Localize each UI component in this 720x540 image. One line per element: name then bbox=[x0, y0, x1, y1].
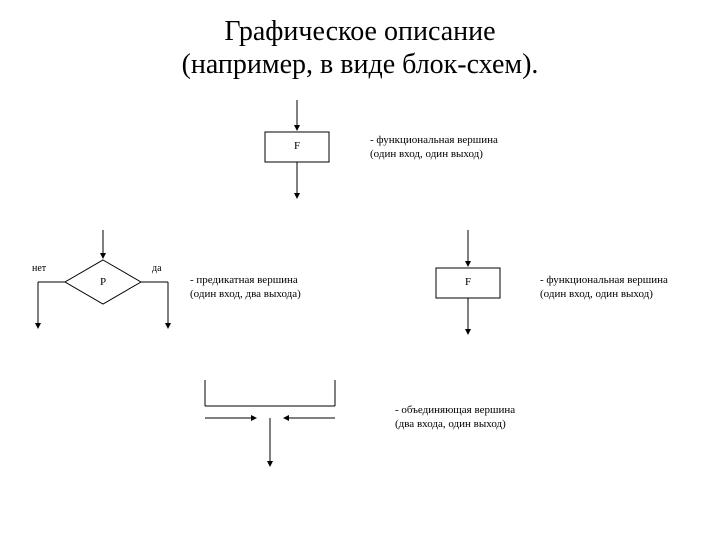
pred-yes-label: да bbox=[152, 263, 162, 274]
func-right-label: F bbox=[436, 276, 500, 288]
func-right-desc: - функциональная вершина (один вход, оди… bbox=[540, 274, 668, 302]
pred-label: P bbox=[85, 276, 121, 288]
func-top-label: F bbox=[265, 140, 329, 152]
merge-desc: - объединяющая вершина (два входа, один … bbox=[395, 404, 515, 432]
func-top-desc: - функциональная вершина (один вход, оди… bbox=[370, 134, 498, 162]
diagram-canvas: Графическое описание (например, в виде б… bbox=[0, 0, 720, 540]
pred-no-label: нет bbox=[32, 263, 46, 274]
diagram-svg bbox=[0, 0, 720, 540]
pred-desc: - предикатная вершина (один вход, два вы… bbox=[190, 274, 301, 302]
